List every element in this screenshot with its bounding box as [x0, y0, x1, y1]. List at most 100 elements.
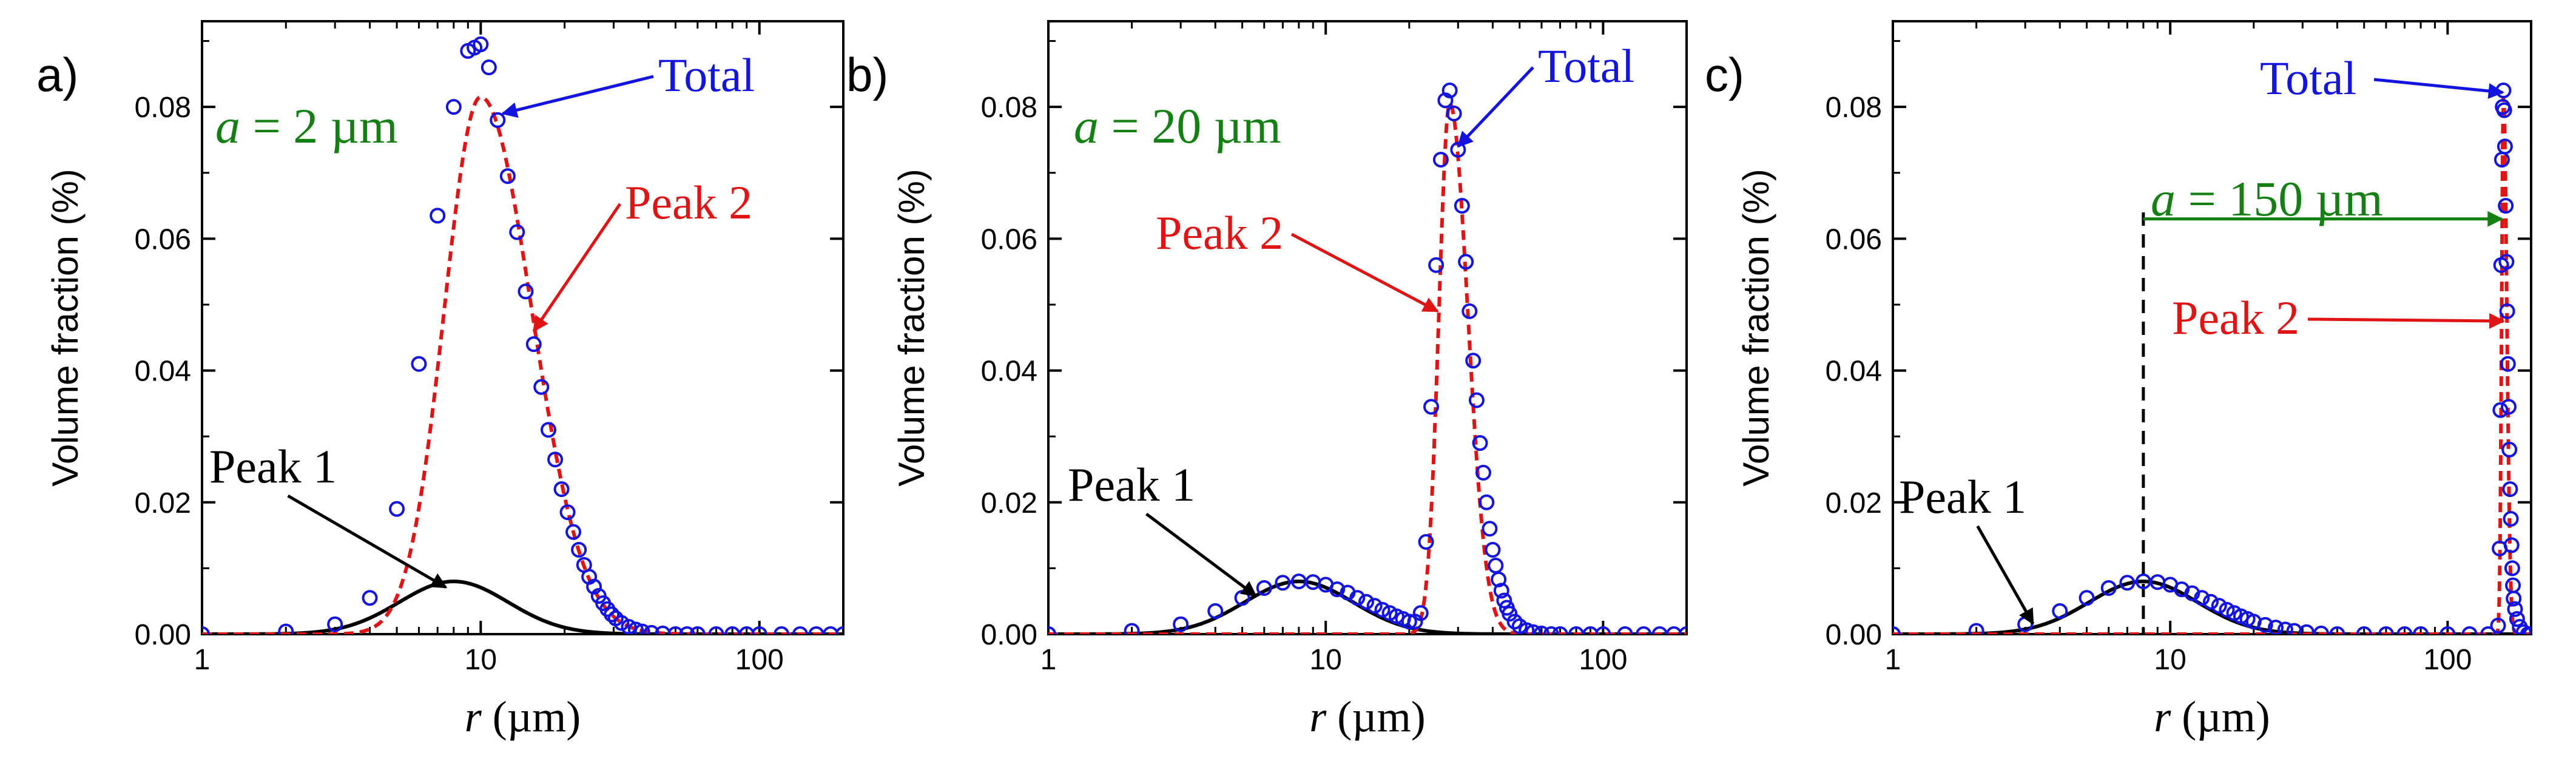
- total-data-point: [1374, 601, 1391, 618]
- peak2-curve: [1048, 101, 1687, 634]
- total-data-point: [525, 336, 542, 353]
- total-data-point: [1207, 603, 1224, 619]
- plot-area: [1048, 83, 1687, 634]
- total-data-point: [2413, 626, 2429, 634]
- total-data-point: [1482, 521, 1498, 537]
- total-data-point: [621, 619, 637, 634]
- total-data-point: [643, 624, 659, 634]
- total-data-point: [1519, 622, 1535, 634]
- total-data-point: [2500, 356, 2516, 372]
- total-data-point: [533, 379, 550, 395]
- total-data-point: [2439, 626, 2456, 634]
- x-axis-label: r (µm): [465, 692, 581, 741]
- x-tick-label: 100: [1579, 644, 1627, 676]
- param-label: a = 150 µm: [2151, 171, 2383, 226]
- total-data-point: [2480, 626, 2497, 634]
- total-data-point: [565, 524, 582, 540]
- y-tick-label: 0.06: [135, 223, 191, 255]
- total-data-point: [1454, 198, 1470, 214]
- panel-2: 0.00 0.02 0.04 0.06 0.08 1 10 100 r (µm) Volume f…: [846, 20, 1688, 741]
- total-data-point: [1441, 83, 1458, 99]
- panel-label: b): [846, 48, 888, 101]
- total-data-point: [1366, 598, 1383, 614]
- total-data-point: [2515, 624, 2531, 634]
- total-data-point: [1475, 464, 1491, 481]
- peak2-arrow: [1290, 232, 1439, 313]
- total-data-point: [389, 501, 405, 517]
- total-data-point: [689, 626, 706, 634]
- total-data-point: [1582, 626, 1599, 634]
- total-data-point: [1493, 583, 1509, 599]
- y-tick-label: 0.08: [135, 92, 191, 124]
- y-tick-label: 0.02: [981, 487, 1037, 519]
- total-data-point: [2504, 560, 2520, 576]
- total-data-point: [1485, 541, 1501, 558]
- total-data-point: [1491, 571, 1507, 587]
- total-data-point: [2052, 603, 2068, 619]
- total-data-point: [2257, 617, 2273, 633]
- total-data-point: [278, 623, 294, 634]
- total-data-point: [541, 422, 557, 438]
- total-data-point: [634, 623, 650, 634]
- peak1-arrow: [287, 494, 448, 589]
- total-data-point: [1468, 392, 1485, 408]
- total-data-point: [2501, 399, 2517, 415]
- total-data-point: [2211, 598, 2227, 614]
- total-data-point: [586, 578, 602, 595]
- y-tick-label: 0.02: [1826, 487, 1882, 519]
- total-data-point: [2509, 611, 2525, 627]
- total-data-point: [411, 356, 427, 372]
- peak2-arrow: [532, 203, 622, 333]
- total-data-point: [792, 626, 808, 634]
- total-data-point: [2490, 617, 2506, 634]
- total-data-point: [445, 99, 462, 115]
- y-tick-label: 0.00: [981, 619, 1037, 651]
- total-data-point: [2378, 626, 2394, 634]
- total-arrow: [1457, 66, 1534, 148]
- total-data-point: [2501, 441, 2518, 458]
- total-data-point: [2356, 626, 2372, 634]
- total-data-point: [808, 626, 824, 634]
- total-data-point: [518, 283, 534, 300]
- total-data-point: [499, 168, 516, 184]
- y-tick-label: 0.08: [1826, 92, 1882, 124]
- total-data-point: [2503, 510, 2519, 527]
- total-data-point: [2492, 402, 2509, 418]
- y-tick-label: 0.08: [981, 92, 1037, 124]
- y-tick-label: 0.04: [1826, 356, 1882, 388]
- plot-area: [202, 36, 843, 634]
- total-data-point: [1479, 494, 1495, 510]
- total-data-point: [1432, 152, 1449, 168]
- total-data-point: [2194, 590, 2210, 606]
- total-data-point: [1418, 533, 1434, 550]
- total-data-point: [2313, 625, 2329, 634]
- total-data-point: [1458, 254, 1474, 270]
- total-data-point: [1968, 623, 1984, 634]
- total-data-point: [553, 481, 570, 498]
- total-arrow: [2373, 78, 2504, 99]
- total-data-point: [2277, 621, 2293, 634]
- x-tick-label: 10: [2154, 644, 2186, 676]
- total-data-point: [627, 621, 644, 634]
- peak2-label: Peak 2: [1156, 206, 1283, 259]
- peak1-curve: [1893, 580, 2531, 634]
- total-data-point: [1462, 303, 1478, 319]
- total-data-point: [2329, 626, 2345, 634]
- total-data-point: [327, 616, 343, 632]
- total-data-point: [774, 626, 790, 634]
- total-data-point: [2202, 593, 2219, 610]
- total-data-point: [1488, 558, 1504, 574]
- peak1-curve: [1048, 580, 1687, 634]
- x-tick-label: 10: [1309, 644, 1341, 676]
- total-data-point: [1446, 106, 1462, 122]
- total-data-point: [1465, 353, 1482, 369]
- panel-3: 0.00 0.02 0.04 0.06 0.08 1 10 100 r (µm) Volume f…: [1705, 20, 2532, 741]
- y-axis-label: Volume fraction (%): [891, 169, 932, 487]
- total-data-point: [2502, 481, 2518, 498]
- param-label: a = 20 µm: [1074, 98, 1281, 154]
- x-tick-label: 100: [2423, 644, 2472, 676]
- total-data-point: [1543, 626, 1559, 634]
- total-data-point: [2506, 590, 2522, 607]
- total-data-point: [2298, 624, 2315, 634]
- total-data-point: [604, 606, 620, 623]
